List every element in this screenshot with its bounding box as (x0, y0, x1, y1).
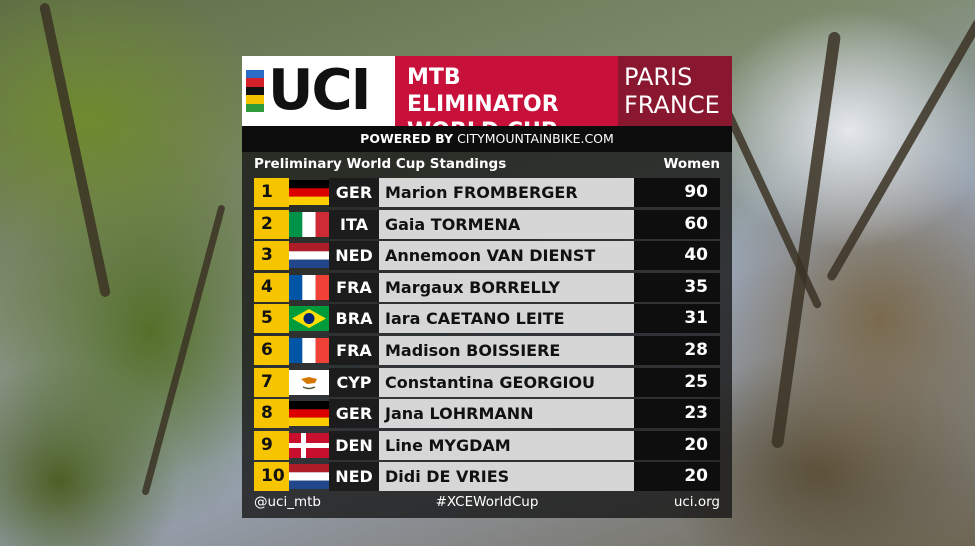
france-flag-icon (289, 274, 329, 300)
points: 25 (634, 367, 720, 397)
standings-row: 4 FRA Margaux BORRELLY 35 (254, 272, 720, 302)
rider-name: Line MYGDAM (379, 430, 634, 460)
points: 28 (634, 336, 720, 365)
graphic-footer: @uci_mtb #XCEWorldCup uci.org (242, 488, 732, 516)
background-tree-branch (38, 2, 112, 298)
points: 60 (634, 209, 720, 239)
twitter-handle: @uci_mtb (254, 494, 321, 510)
standings-row: 5 BRA Iara CAETANO LEITE 31 (254, 304, 720, 334)
standings-row: 7 CYP Constantina GEORGIOU 25 (254, 367, 720, 397)
uci-logo-text: UCI (268, 58, 371, 123)
rider-name: Constantina GEORGIOU (379, 367, 634, 397)
rider-name: Gaia TORMENA (379, 209, 634, 239)
points: 31 (634, 304, 720, 334)
denmark-flag-icon (289, 432, 329, 458)
france-flag-icon (289, 338, 329, 363)
standings-row: 1 GER Marion FROMBERGER 90 (254, 178, 720, 207)
uci-logo: UCI (242, 56, 395, 126)
standings-row: 9 DEN Line MYGDAM 20 (254, 430, 720, 460)
germany-flag-icon (289, 180, 329, 205)
nation-code: NED (329, 462, 379, 492)
points: 40 (634, 241, 720, 271)
standings-row: 2 ITA Gaia TORMENA 60 (254, 209, 720, 239)
germany-flag-icon (289, 401, 329, 427)
rank: 5 (254, 304, 289, 334)
nation-code: NED (329, 241, 379, 271)
brazil-flag-icon (289, 306, 329, 332)
powered-by-site: CITYMOUNTAINBIKE.COM (457, 131, 614, 146)
cyprus-flag-icon (289, 369, 329, 395)
rider-name: Margaux BORRELLY (379, 272, 634, 302)
rank: 8 (254, 399, 289, 429)
nation-code: DEN (329, 430, 379, 460)
standings-title: Preliminary World Cup Standings (254, 156, 507, 172)
nation-code: FRA (329, 272, 379, 302)
standings-row: 8 GER Jana LOHRMANN 23 (254, 399, 720, 429)
background-tree-branch (825, 17, 975, 283)
rank: 6 (254, 336, 289, 365)
nation-code: GER (329, 399, 379, 429)
background-tree-branch (770, 31, 842, 449)
event-title-line1: MTB ELIMINATOR (407, 65, 559, 117)
points: 35 (634, 272, 720, 302)
powered-by-bar: POWERED BY CITYMOUNTAINBIKE.COM (242, 126, 732, 152)
rider-name: Annemoon VAN DIENST (379, 241, 634, 271)
rider-name: Jana LOHRMANN (379, 399, 634, 429)
standings-category: Women (663, 156, 720, 172)
netherlands-flag-icon (289, 243, 329, 269)
standings-row: 6 FRA Madison BOISSIERE 28 (254, 336, 720, 365)
powered-by-prefix: POWERED BY (360, 131, 454, 146)
nation-code: GER (329, 178, 379, 207)
rider-name: Madison BOISSIERE (379, 336, 634, 365)
rider-name: Iara CAETANO LEITE (379, 304, 634, 334)
rank: 10 (254, 462, 289, 492)
website: uci.org (673, 494, 720, 510)
rank: 4 (254, 272, 289, 302)
italy-flag-icon (289, 211, 329, 237)
rank: 9 (254, 430, 289, 460)
points: 23 (634, 399, 720, 429)
nation-code: FRA (329, 336, 379, 365)
rank: 7 (254, 367, 289, 397)
rank: 2 (254, 209, 289, 239)
points: 20 (634, 430, 720, 460)
standings-graphic: UCI MTB ELIMINATOR WORLD CUP PARIS FRANC… (242, 56, 732, 518)
graphic-header: UCI MTB ELIMINATOR WORLD CUP PARIS FRANC… (242, 56, 732, 144)
standings-row: 10 NED Didi DE VRIES 20 (254, 462, 720, 492)
location-line2: FRANCE (624, 91, 720, 119)
rank: 3 (254, 241, 289, 271)
location-line1: PARIS (624, 63, 693, 91)
event-title: MTB ELIMINATOR WORLD CUP (395, 56, 618, 144)
standings-row: 3 NED Annemoon VAN DIENST 40 (254, 241, 720, 271)
rainbow-stripes-icon (246, 70, 264, 112)
netherlands-flag-icon (289, 464, 329, 490)
background-tree-branch (141, 204, 226, 496)
event-location: PARIS FRANCE (618, 56, 732, 126)
rank: 1 (254, 178, 289, 207)
hashtag: #XCEWorldCup (435, 494, 539, 510)
nation-code: BRA (329, 304, 379, 334)
nation-code: CYP (329, 367, 379, 397)
points: 20 (634, 462, 720, 492)
points: 90 (634, 178, 720, 207)
nation-code: ITA (329, 209, 379, 239)
rider-name: Didi DE VRIES (379, 462, 634, 492)
rider-name: Marion FROMBERGER (379, 178, 634, 207)
